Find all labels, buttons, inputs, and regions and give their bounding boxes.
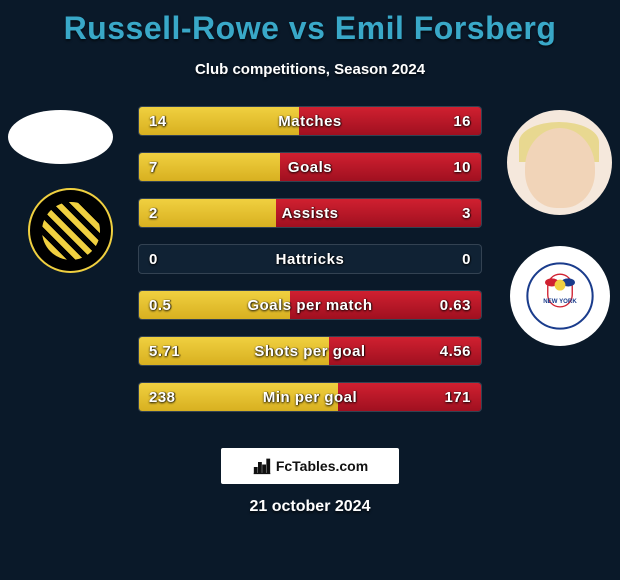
stat-label: Matches	[139, 107, 481, 135]
svg-text:NEW YORK: NEW YORK	[543, 298, 577, 305]
stat-row: 710Goals	[138, 152, 482, 182]
stat-row: 238171Min per goal	[138, 382, 482, 412]
date-text: 21 october 2024	[0, 498, 620, 516]
chart-icon	[252, 456, 272, 476]
avatar-left-player	[8, 110, 113, 164]
comparison-stage: NEW YORK 1416Matches 710Goals 23Assists 00H…	[0, 106, 620, 436]
stat-label: Min per goal	[139, 383, 481, 411]
stat-row: 5.714.56Shots per goal	[138, 336, 482, 366]
stat-row: 1416Matches	[138, 106, 482, 136]
page-title: Russell-Rowe vs Emil Forsberg	[0, 0, 620, 47]
subtitle: Club competitions, Season 2024	[0, 61, 620, 78]
stat-label: Goals per match	[139, 291, 481, 319]
stat-row: 23Assists	[138, 198, 482, 228]
club-logo-right: NEW YORK	[510, 246, 610, 346]
watermark: FcTables.com	[221, 448, 399, 484]
stat-row: 00Hattricks	[138, 244, 482, 274]
watermark-text: FcTables.com	[276, 458, 368, 474]
stat-label: Assists	[139, 199, 481, 227]
stat-label: Shots per goal	[139, 337, 481, 365]
stat-row: 0.50.63Goals per match	[138, 290, 482, 320]
club-logo-left	[28, 188, 113, 273]
stat-label: Hattricks	[139, 245, 481, 273]
avatar-right-player	[507, 110, 612, 215]
stat-label: Goals	[139, 153, 481, 181]
stat-bars: 1416Matches 710Goals 23Assists 00Hattricks 0…	[138, 106, 482, 428]
